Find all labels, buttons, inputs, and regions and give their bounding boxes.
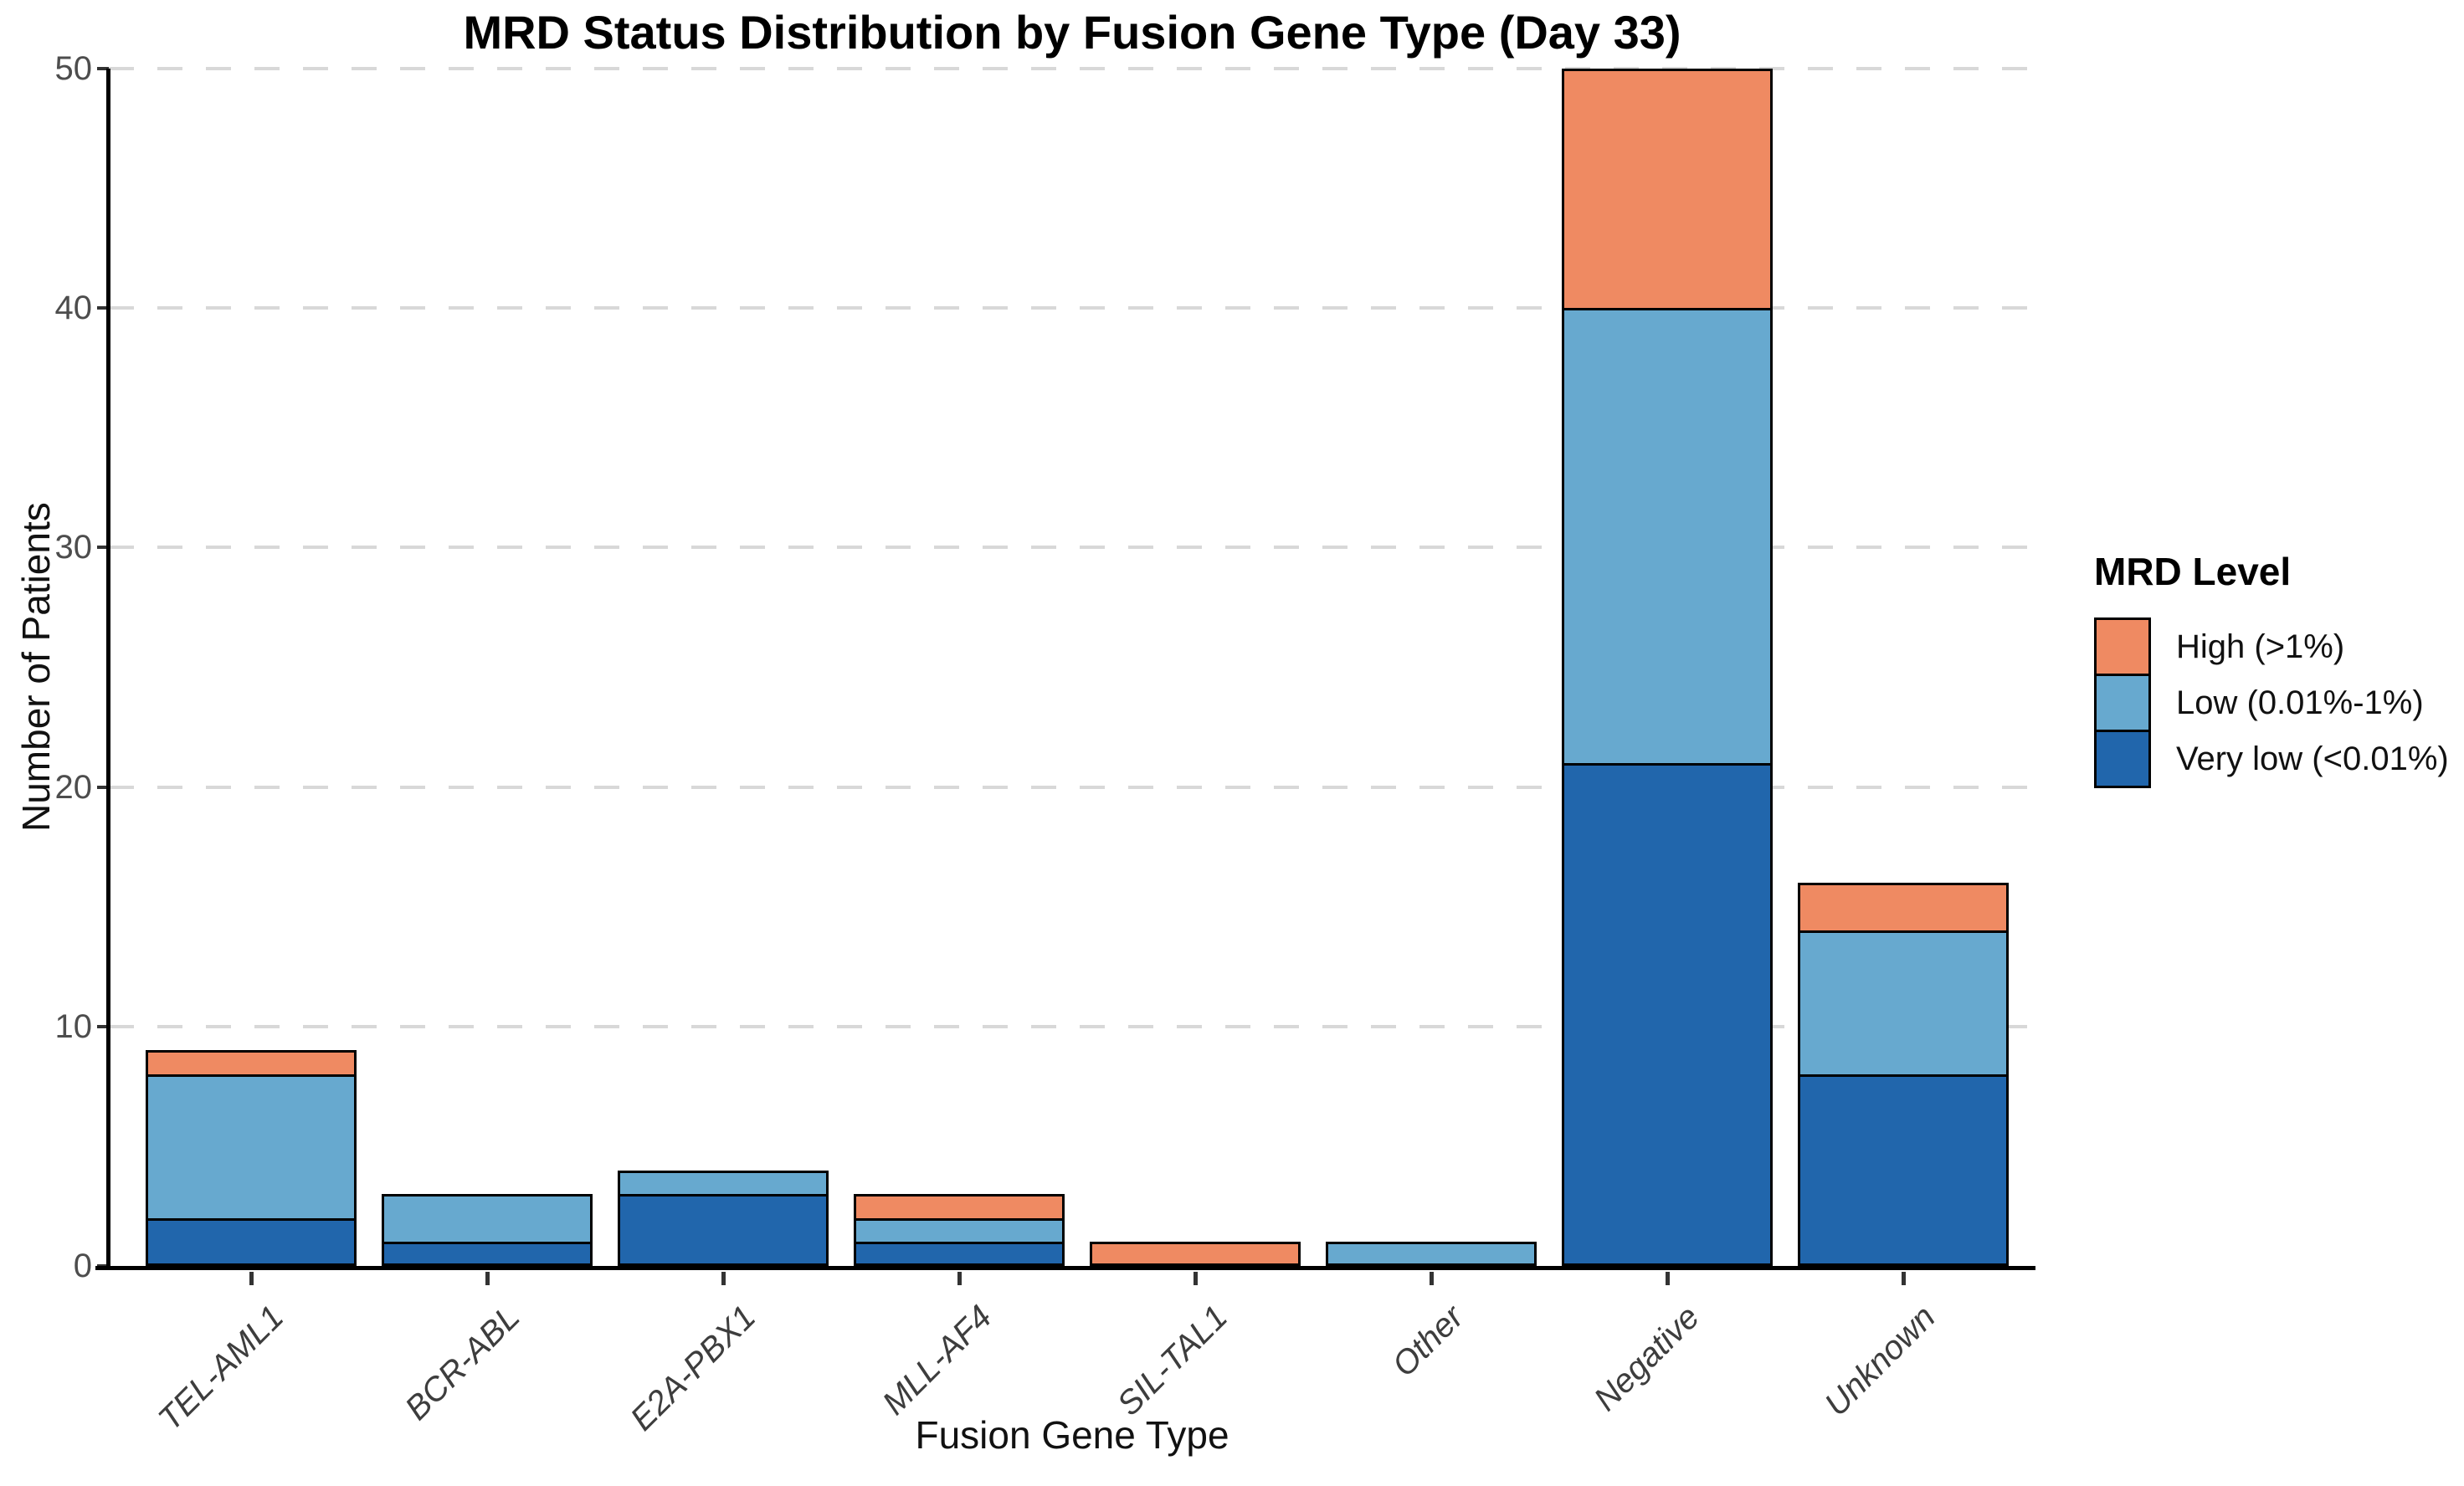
bar-segment: [854, 1194, 1065, 1221]
x-tick-label: Other: [1385, 1299, 1471, 1384]
legend-label: Low (0.01%-1%): [2176, 684, 2424, 721]
legend-title: MRD Level: [2094, 550, 2292, 593]
x-axis-title: Fusion Gene Type: [915, 1413, 1229, 1457]
bar-segment: [146, 1217, 357, 1266]
x-tick: [721, 1272, 726, 1285]
bar-segment: [146, 1050, 357, 1078]
y-tick-label: 40: [54, 290, 93, 327]
bar-segment: [618, 1194, 829, 1266]
legend-swatch: [2094, 730, 2151, 788]
bar-segment: [1326, 1242, 1537, 1266]
legend-swatch: [2094, 674, 2151, 732]
bar-segment: [382, 1242, 593, 1266]
y-tick-label: 50: [54, 50, 93, 87]
y-tick-label: 10: [54, 1007, 93, 1045]
x-tick-label: MLL-AF4: [875, 1299, 999, 1422]
gridline: [109, 785, 2035, 789]
x-tick: [1430, 1272, 1434, 1285]
gridline: [109, 67, 2035, 70]
x-tick: [1194, 1272, 1198, 1285]
x-tick-label: SIL-TAL1: [1110, 1299, 1235, 1423]
x-tick-label: BCR-ABL: [398, 1299, 527, 1427]
x-tick: [1666, 1272, 1670, 1285]
y-tick-label: 30: [54, 529, 93, 566]
legend-label: High (>1%): [2176, 628, 2345, 665]
x-tick-label: Negative: [1587, 1299, 1707, 1418]
legend-swatch: [2094, 617, 2151, 676]
x-tick-label: Unknown: [1818, 1299, 1943, 1424]
bar-segment: [854, 1242, 1065, 1266]
y-tick: [97, 546, 109, 550]
x-tick: [485, 1272, 490, 1285]
y-tick: [97, 785, 109, 789]
bar-segment: [1090, 1242, 1301, 1266]
gridline: [109, 306, 2035, 310]
bar-segment: [618, 1170, 829, 1197]
x-tick: [249, 1272, 254, 1285]
bar-segment: [1562, 69, 1773, 311]
bar-segment: [1798, 883, 2009, 934]
legend-body: High (>1%) Low (0.01%-1%) Very low (<0.01%…: [2076, 617, 2462, 802]
bar-segment: [1562, 308, 1773, 766]
y-tick: [97, 67, 109, 70]
y-tick-label: 0: [73, 1248, 92, 1284]
legend-label: Very low (<0.01%): [2176, 740, 2449, 777]
legend: MRD Level High (>1%) Low (0.01%-1%) Very l…: [2076, 532, 2462, 802]
bar-segment: [1562, 762, 1773, 1266]
bar-segment: [854, 1217, 1065, 1245]
x-axis-line: [95, 1266, 2035, 1270]
y-tick-label: 20: [54, 768, 93, 806]
chart-title: MRD Status Distribution by Fusion Gene T…: [463, 6, 1681, 59]
y-tick: [97, 1024, 109, 1028]
gridline: [109, 1024, 2035, 1028]
x-tick: [1902, 1272, 1906, 1285]
bar-segment: [146, 1074, 357, 1221]
x-tick: [957, 1272, 962, 1285]
y-tick: [97, 306, 109, 310]
gridline: [109, 546, 2035, 550]
bar-segment: [1798, 930, 2009, 1078]
bar-segment: [382, 1194, 593, 1245]
y-axis-line: [106, 69, 110, 1270]
bar-segment: [1798, 1074, 2009, 1266]
